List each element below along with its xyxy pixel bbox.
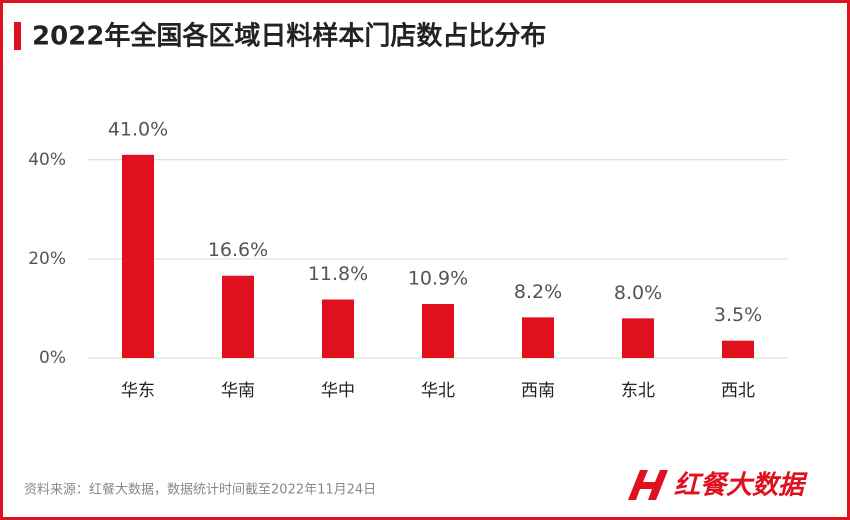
data-label: 8.2% [514,281,562,303]
bar [322,299,354,358]
brand-name: 红餐大数据 [674,471,808,501]
source-note: 资料来源：红餐大数据，数据统计时间截至2022年11月24日 [24,482,376,498]
x-tick-label: 华东 [121,381,155,401]
bar [222,275,254,358]
bar [422,303,454,358]
x-tick-label: 东北 [621,381,655,401]
x-tick-label: 华北 [421,381,455,401]
x-tick-label: 西南 [521,381,555,401]
y-tick-label: 20% [28,249,66,269]
bar [122,154,154,358]
y-tick-label: 0% [39,348,66,368]
bar [522,317,554,358]
title-marker [14,22,21,50]
brand-icon [628,470,668,500]
data-label: 11.8% [308,263,368,285]
bar [622,318,654,358]
data-label: 8.0% [614,282,662,304]
data-label: 10.9% [408,267,468,289]
x-tick-label: 华南 [221,381,255,401]
x-tick-label: 西北 [721,381,755,401]
data-label: 16.6% [208,239,268,261]
x-tick-label: 华中 [321,381,355,401]
data-label: 41.0% [108,118,168,140]
brand-logo: 红餐大数据 [628,470,808,501]
data-label: 3.5% [714,304,762,326]
bar [722,340,754,358]
y-tick-label: 40% [28,150,66,170]
chart-title: 2022年全国各区域日料样本门店数占比分布 [32,21,546,52]
